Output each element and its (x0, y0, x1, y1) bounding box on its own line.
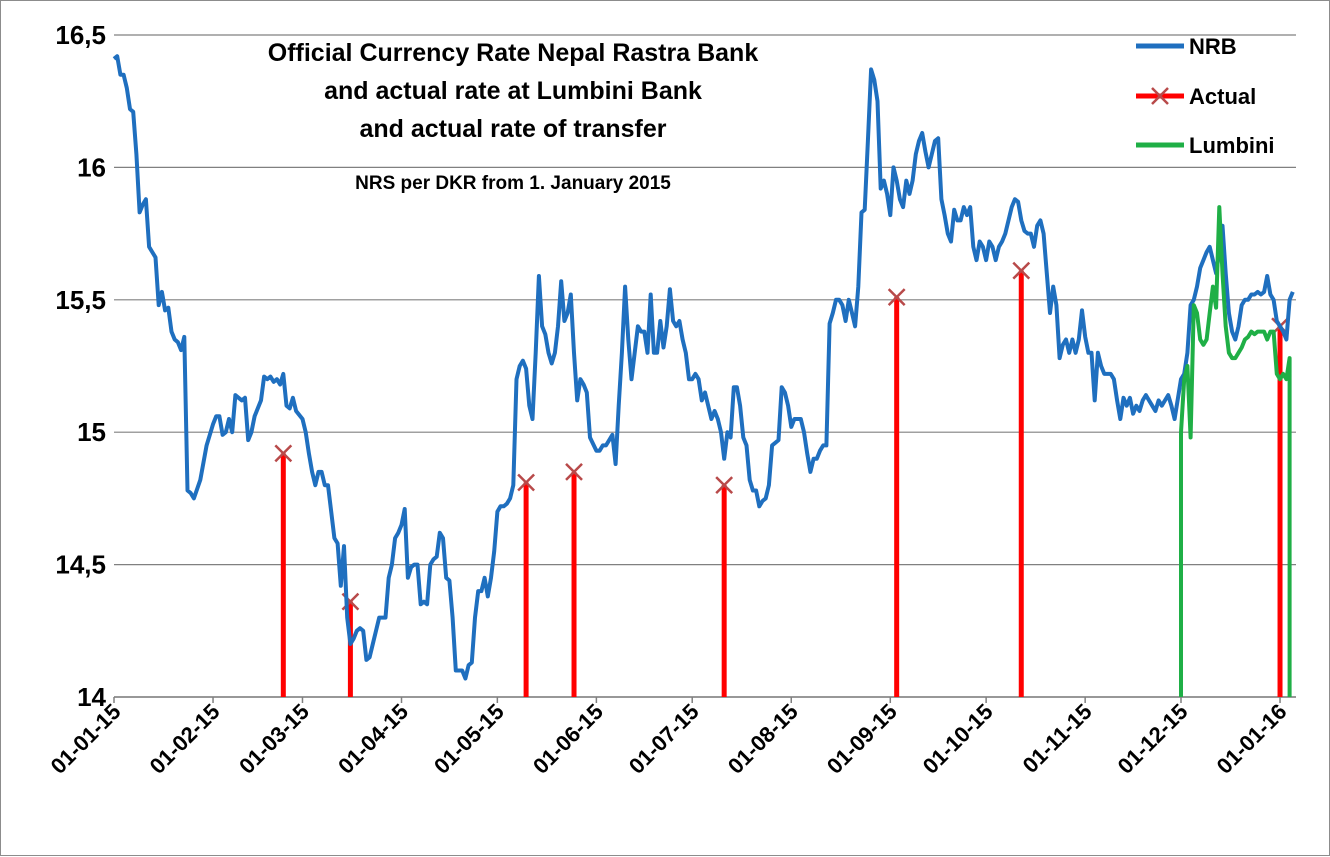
lumbini-series (1179, 205, 1292, 697)
x-tick-label: 01-12-15 (1113, 699, 1193, 779)
legend-item-actual: Actual (1136, 84, 1256, 109)
nrb-line (112, 54, 1295, 681)
y-tick-label: 14,5 (55, 550, 106, 580)
x-tick-label: 01-04-15 (333, 699, 413, 779)
nrb-series (112, 54, 1295, 681)
legend-item-lumbini: Lumbini (1136, 133, 1275, 158)
legend-label-lumbini: Lumbini (1189, 133, 1275, 158)
x-tick-label: 01-02-15 (145, 699, 225, 779)
actual-point-marker (1012, 261, 1031, 280)
actual-point-marker (715, 476, 734, 495)
legend-label-actual: Actual (1189, 84, 1256, 109)
lumbini-line (1179, 205, 1292, 697)
title-line-3: and actual rate of transfer (359, 115, 666, 143)
actual-point-marker (274, 444, 293, 463)
title-line-2: and actual rate at Lumbini Bank (324, 77, 702, 105)
legend-label-nrb: NRB (1189, 34, 1237, 59)
x-tick-label: 01-01-16 (1212, 699, 1292, 779)
y-tick-label: 15 (77, 417, 106, 447)
actual-point-marker (565, 463, 583, 481)
legend-marker-actual (1151, 87, 1169, 105)
y-tick-labels: 14 14,5 15 15,5 16 16,5 (55, 20, 106, 712)
y-tick-label: 16,5 (55, 20, 106, 50)
x-tick-label: 01-11-15 (1018, 699, 1097, 778)
actual-series (274, 261, 1289, 697)
y-tick-label: 14 (77, 682, 106, 712)
x-tick-label: 01-06-15 (528, 699, 608, 779)
legend: NRB Actual Lumbini (1136, 34, 1275, 158)
chart-subtitle: NRS per DKR from 1. January 2015 (355, 173, 671, 194)
x-tick-labels: 01-01-15 01-02-15 01-03-15 01-04-15 01-05-15… (46, 699, 1292, 779)
x-tick-label: 01-08-15 (723, 699, 803, 779)
actual-point-marker (887, 288, 906, 307)
x-tick-label: 01-09-15 (822, 699, 902, 779)
x-tick-label: 01-10-15 (918, 699, 998, 779)
gridlines (113, 34, 1296, 703)
y-tick-label: 16 (77, 152, 106, 182)
legend-item-nrb: NRB (1136, 34, 1237, 59)
title-line-1: Official Currency Rate Nepal Rastra Bank (268, 39, 759, 67)
x-tick-label: 01-05-15 (429, 699, 509, 779)
x-tick-label: 01-07-15 (624, 699, 704, 779)
actual-point-marker (517, 473, 535, 492)
y-tick-label: 15,5 (55, 285, 106, 315)
chart-title: Official Currency Rate Nepal Rastra Bank… (268, 39, 759, 194)
x-tick-label: 01-03-15 (234, 699, 314, 779)
